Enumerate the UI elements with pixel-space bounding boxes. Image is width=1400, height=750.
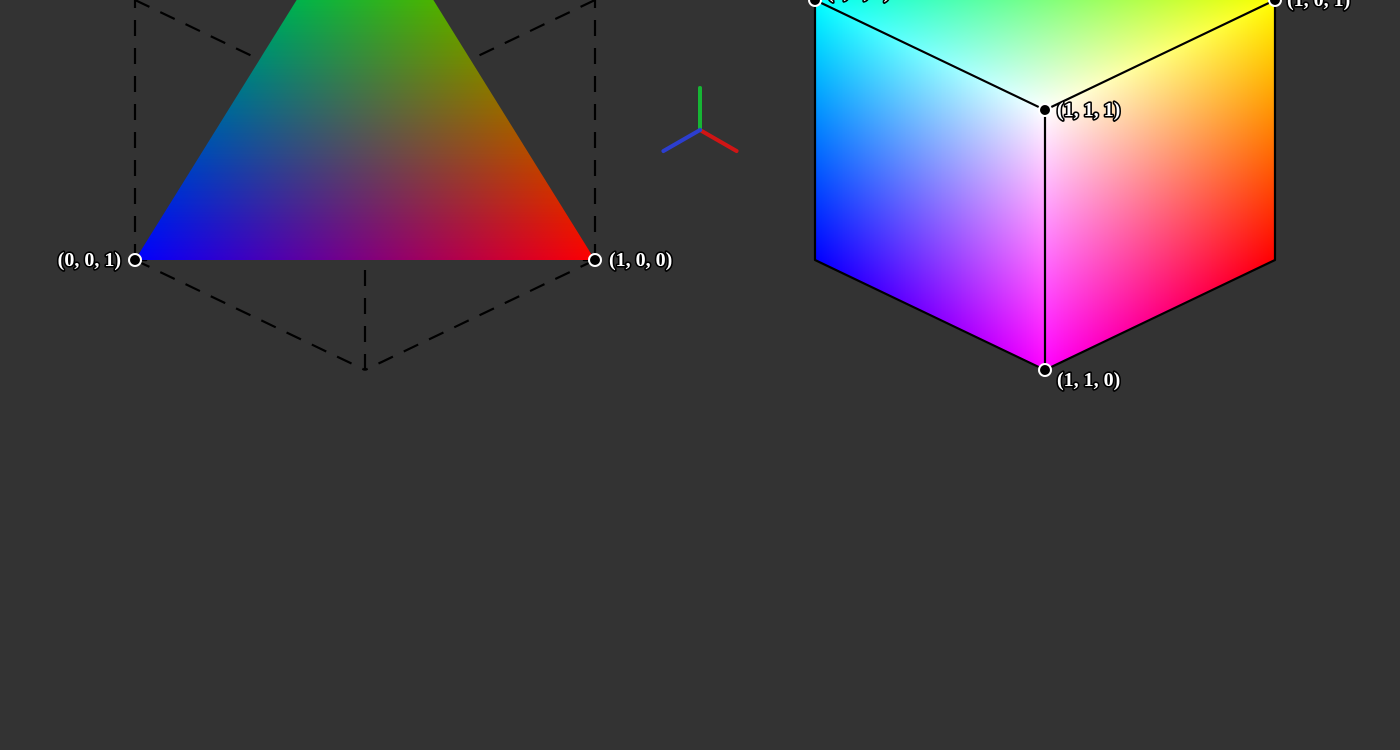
wire-edge: [135, 260, 365, 370]
cube-vertex-marker: [809, 0, 821, 6]
cube-vertex-marker: [1269, 0, 1281, 6]
triangle-vertex-marker: [129, 254, 141, 266]
cube-vertex-marker: [1039, 104, 1051, 116]
cube-vertex-label: (1, 1, 1): [1057, 99, 1120, 121]
triangle-vertex-label: (1, 0, 0): [609, 249, 672, 271]
triangle-vertex-label: (0, 0, 1): [58, 249, 121, 271]
diagram-stage: (1, 0, 0)(0, 1, 0)(0, 0, 1)(0, 1, 1)(1, …: [0, 0, 1400, 750]
cube-vertex-label: (0, 1, 1): [827, 0, 890, 3]
triangle-vertex-marker: [589, 254, 601, 266]
cube-vertex-label: (1, 1, 0): [1057, 369, 1120, 391]
rgb-triangle: [135, 0, 595, 260]
wire-edge: [365, 260, 595, 370]
cube-vertex-marker: [1039, 364, 1051, 376]
cube-vertex-label: (1, 0, 1): [1287, 0, 1350, 11]
axis-z: [663, 130, 700, 151]
axis-gizmo: [663, 88, 736, 151]
axis-x: [700, 130, 737, 151]
